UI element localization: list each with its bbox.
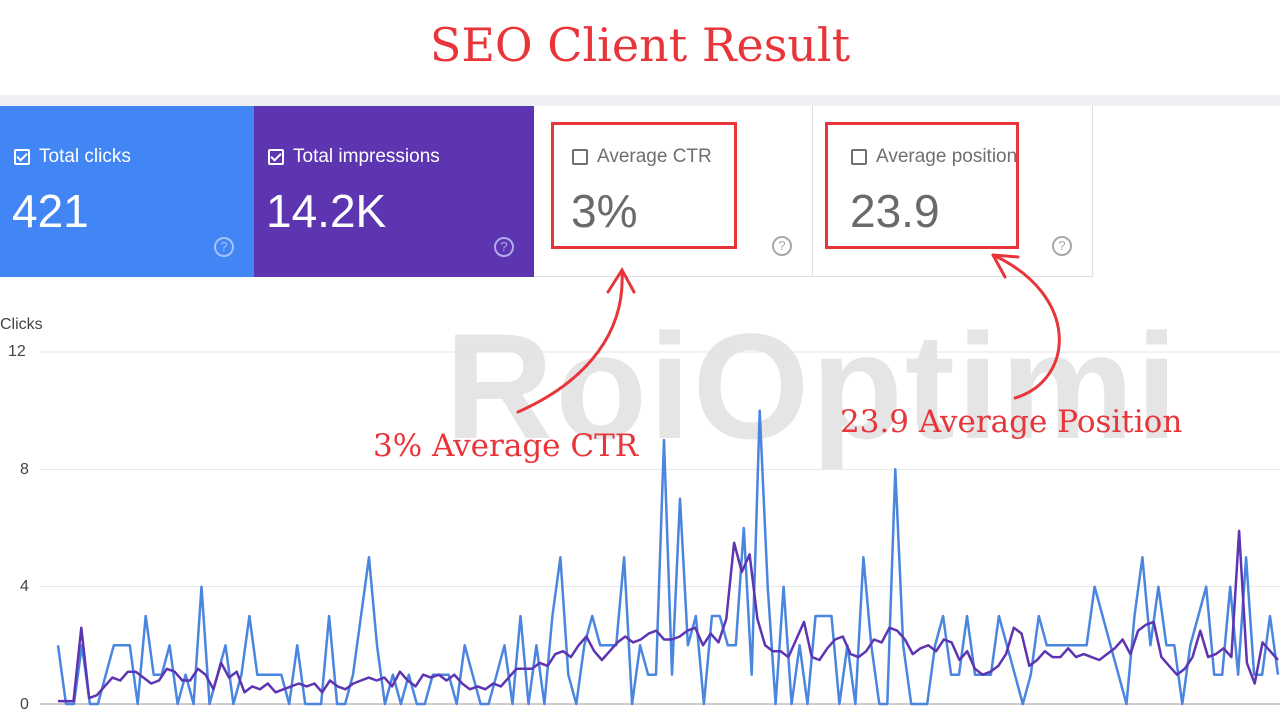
annotation-arrows (516, 253, 1061, 414)
checkbox-icon[interactable] (14, 149, 30, 165)
question-circle-icon[interactable]: ? (214, 237, 234, 257)
metric-card-total-clicks[interactable]: Total clicks 421 ? (0, 106, 254, 277)
y-axis-title: Clicks (0, 316, 43, 333)
ctr-arrowhead-icon (606, 267, 636, 294)
y-tick-label: 8 (20, 461, 29, 478)
position-annotation: 23.9 Average Position (840, 404, 1183, 440)
checkbox-icon[interactable] (268, 149, 284, 165)
metric-value: 3% (571, 185, 638, 237)
metric-card-total-impressions[interactable]: Total impressions 14.2K ? (254, 106, 534, 277)
series-lines (56, 409, 1280, 706)
checkbox-icon[interactable] (851, 149, 867, 165)
question-circle-icon[interactable]: ? (1052, 236, 1072, 256)
metric-label: Average position (876, 146, 1018, 167)
position-arrowhead-icon (991, 253, 1020, 279)
checkbox-icon[interactable] (572, 149, 588, 165)
metric-value: 23.9 (850, 185, 940, 237)
position-highlight-box (825, 122, 1019, 249)
ctr-annotation: 3% Average CTR (373, 428, 639, 464)
page-title: SEO Client Result (429, 18, 851, 72)
header-band (0, 95, 1280, 106)
question-circle-icon[interactable]: ? (772, 236, 792, 256)
y-tick-label: 0 (20, 696, 29, 713)
metric-label: Total impressions (293, 146, 440, 167)
ctr-arrow-icon (516, 270, 624, 414)
y-tick-label: 12 (8, 343, 26, 360)
position-arrow-icon (991, 253, 1061, 400)
ctr-highlight-box (551, 122, 737, 249)
watermark-logo: RoiOptimi (445, 302, 1180, 470)
series-line-trend (58, 529, 1279, 703)
series-line-total-clicks (56, 409, 1280, 706)
metric-label: Average CTR (597, 146, 712, 167)
metric-value: 421 (12, 185, 89, 237)
metric-label: Total clicks (39, 146, 131, 167)
y-tick-label: 4 (20, 578, 29, 595)
question-circle-icon[interactable]: ? (494, 237, 514, 257)
metric-value: 14.2K (266, 185, 387, 237)
